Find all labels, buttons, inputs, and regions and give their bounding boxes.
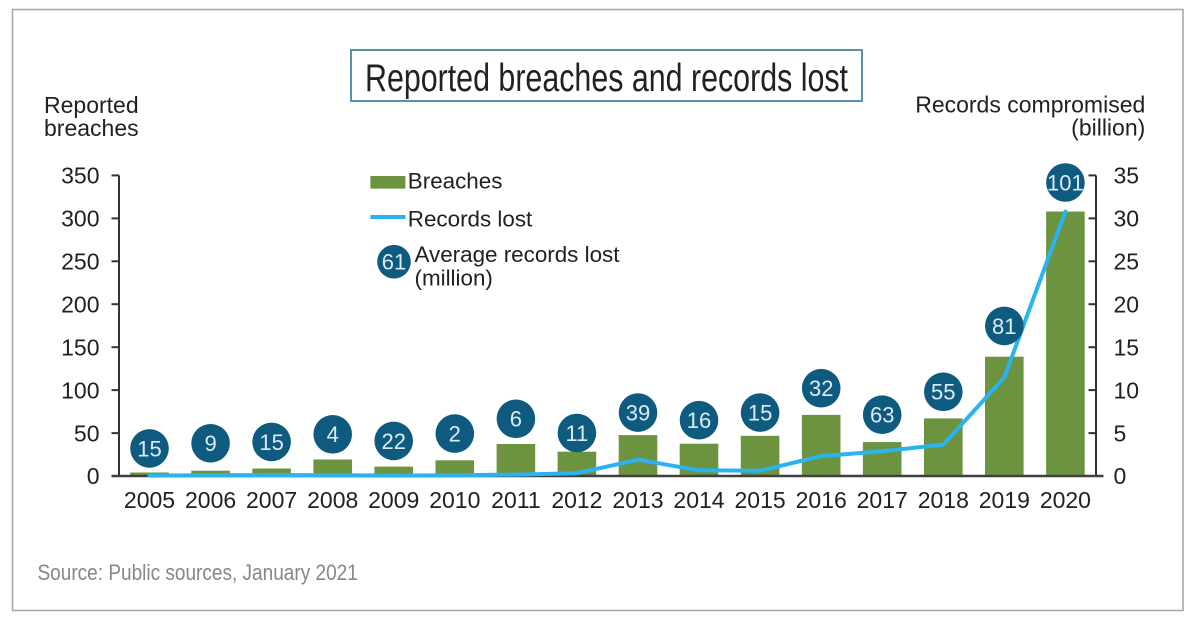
svg-text:breaches: breaches	[44, 115, 139, 141]
svg-text:2005: 2005	[124, 487, 175, 513]
svg-text:10: 10	[1114, 377, 1140, 403]
svg-text:39: 39	[626, 401, 650, 426]
svg-text:2009: 2009	[368, 487, 419, 513]
svg-text:16: 16	[687, 408, 711, 433]
svg-text:61: 61	[382, 249, 406, 274]
svg-text:Records compromised: Records compromised	[915, 92, 1145, 118]
svg-text:6: 6	[510, 407, 522, 432]
svg-text:15: 15	[748, 401, 772, 426]
svg-text:2018: 2018	[918, 487, 969, 513]
svg-text:Reported: Reported	[44, 92, 139, 118]
svg-text:55: 55	[931, 380, 955, 405]
svg-text:2019: 2019	[979, 487, 1030, 513]
svg-text:32: 32	[809, 376, 833, 401]
svg-text:20: 20	[1114, 291, 1140, 317]
svg-text:Reported breaches and records: Reported breaches and records lost	[365, 57, 848, 100]
svg-text:2020: 2020	[1040, 487, 1091, 513]
svg-text:2016: 2016	[796, 487, 847, 513]
svg-text:2015: 2015	[735, 487, 786, 513]
svg-text:2011: 2011	[491, 487, 540, 513]
svg-text:0: 0	[87, 463, 100, 489]
svg-text:2: 2	[449, 422, 461, 447]
svg-text:25: 25	[1114, 249, 1140, 275]
svg-text:Breaches: Breaches	[408, 168, 503, 193]
svg-text:22: 22	[381, 429, 405, 454]
svg-text:(million): (million)	[415, 266, 493, 291]
svg-text:2007: 2007	[246, 487, 297, 513]
svg-text:300: 300	[61, 206, 99, 232]
svg-text:100: 100	[61, 377, 99, 403]
svg-text:2013: 2013	[612, 487, 663, 513]
svg-text:4: 4	[327, 422, 339, 447]
svg-text:15: 15	[259, 430, 283, 455]
svg-text:35: 35	[1114, 163, 1140, 189]
svg-text:2014: 2014	[673, 487, 724, 513]
svg-text:Average records lost: Average records lost	[415, 242, 621, 267]
svg-text:2010: 2010	[429, 487, 480, 513]
svg-text:2006: 2006	[185, 487, 236, 513]
svg-text:150: 150	[61, 334, 99, 360]
svg-text:250: 250	[61, 249, 99, 275]
svg-text:Source: Public sources, Januar: Source: Public sources, January 2021	[38, 560, 358, 585]
svg-text:15: 15	[137, 436, 161, 461]
svg-text:2008: 2008	[307, 487, 358, 513]
svg-text:5: 5	[1114, 420, 1127, 446]
svg-text:0: 0	[1114, 463, 1127, 489]
svg-text:200: 200	[61, 291, 99, 317]
svg-text:(billion): (billion)	[1071, 115, 1145, 141]
svg-text:9: 9	[204, 431, 216, 456]
svg-text:101: 101	[1047, 170, 1084, 195]
svg-text:50: 50	[74, 420, 100, 446]
svg-text:350: 350	[61, 163, 99, 189]
svg-text:81: 81	[992, 314, 1016, 339]
svg-text:63: 63	[870, 403, 894, 428]
svg-text:2012: 2012	[551, 487, 602, 513]
svg-text:15: 15	[1114, 334, 1140, 360]
svg-text:Records lost: Records lost	[408, 206, 533, 231]
svg-text:11: 11	[565, 421, 588, 446]
svg-text:2017: 2017	[857, 487, 908, 513]
svg-text:30: 30	[1114, 206, 1140, 232]
